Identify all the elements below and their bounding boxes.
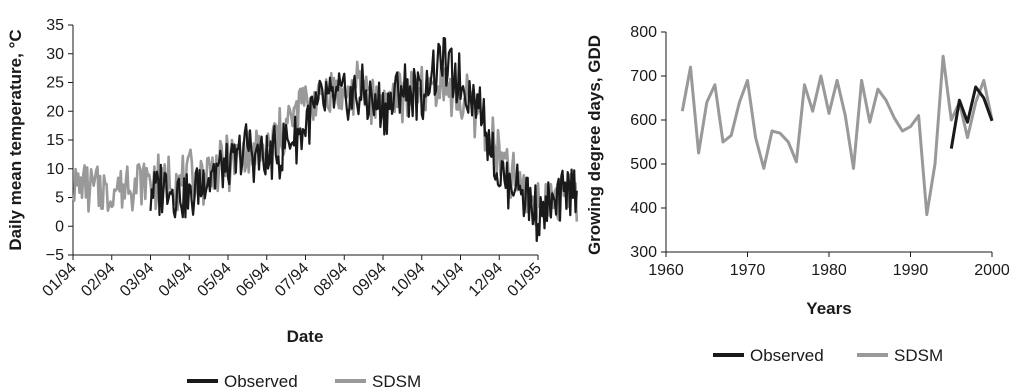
sdsm-series-line [71,60,579,226]
y-tick-label: 15 [46,132,64,149]
temperature-chart: −5 0 5 10 15 20 25 30 35 01/9402/9403/9404/9405/… [6,17,579,391]
y-ticks: 300 400 500 600 700 800 [630,24,666,261]
x-tick-label: 10/94 [388,260,428,300]
y-tick-label: 400 [630,200,657,217]
x-ticks: 1960 1970 1980 1990 2000 [648,252,1010,279]
y-tick-label: 300 [630,244,657,261]
x-tick-label: 05/94 [194,260,234,300]
y-tick-label: 600 [630,112,657,129]
y-tick-label: 800 [630,24,657,41]
legend-observed-label: Observed [224,372,298,391]
y-tick-label: 500 [630,156,657,173]
observed-series-line [949,85,994,149]
y-tick-label: 25 [46,75,64,92]
x-tick-label: 01/95 [504,260,544,300]
y-tick-label: 30 [46,46,64,63]
x-tick-label: 06/94 [233,260,273,300]
x-tick-label: 1960 [648,262,684,279]
sdsm-series-line [680,54,994,217]
x-axis-title: Date [287,327,324,346]
y-ticks: −5 0 5 10 15 20 25 30 35 [46,17,73,264]
series-lines [680,54,994,217]
legend-sdsm-label: SDSM [372,372,421,391]
x-axis-title: Years [806,299,851,318]
y-tick-label: 700 [630,68,657,85]
legend: Observed SDSM [713,346,943,365]
y-tick-label: 5 [55,190,64,207]
x-tick-label: 1970 [730,262,766,279]
y-axis-title: Growing degree days, GDD [585,35,604,255]
series-lines [71,36,579,243]
y-tick-label: −5 [46,247,64,264]
x-tick-label: 02/94 [78,260,118,300]
x-tick-label: 11/94 [428,260,468,300]
y-tick-label: 20 [46,103,64,120]
x-tick-label: 03/94 [117,260,157,300]
y-axis-title: Daily mean temperature, °C [6,29,25,250]
x-tick-label: 09/94 [349,260,389,300]
legend-sdsm-label: SDSM [894,346,943,365]
observed-series-line [149,36,578,243]
x-tick-label: 1990 [893,262,929,279]
x-tick-label: 12/94 [466,260,506,300]
y-tick-label: 10 [46,161,64,178]
x-tick-label: 08/94 [311,260,351,300]
y-tick-label: 0 [55,218,64,235]
y-tick-label: 35 [46,17,64,34]
legend-observed-label: Observed [750,346,824,365]
x-tick-label: 04/94 [156,260,196,300]
x-tick-label: 07/94 [272,260,312,300]
x-tick-label: 1980 [811,262,847,279]
legend: Observed SDSM [187,372,421,391]
x-ticks: 01/9402/9403/9404/9405/9406/9407/9408/94… [39,255,545,300]
x-tick-label: 01/94 [39,260,79,300]
x-tick-label: 2000 [974,262,1010,279]
